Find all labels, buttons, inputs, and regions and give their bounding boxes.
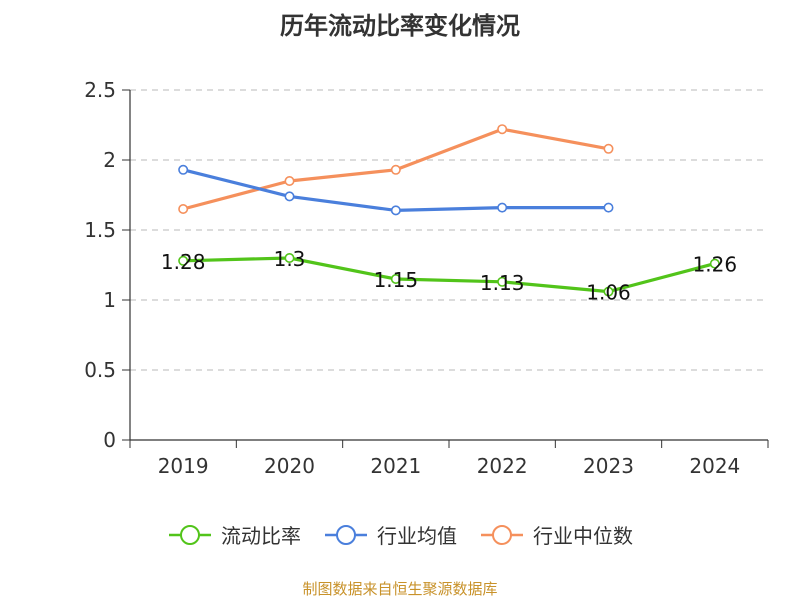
data-point [497, 276, 508, 287]
data-label: 1.3 [274, 247, 306, 271]
data-labels: 1.28 1.3 1.15 1.13 1.06 1.26 [161, 247, 737, 305]
series-lines [178, 124, 720, 297]
data-label: 1.06 [586, 281, 631, 305]
data-point [390, 273, 401, 284]
x-tick-label: 2024 [689, 454, 740, 478]
legend-marker-icon [169, 524, 211, 545]
data-label: 1.26 [693, 253, 738, 277]
series-line [183, 256, 716, 294]
y-tick-label: 1 [103, 288, 116, 312]
legend-item[interactable]: 流动比率 [167, 520, 301, 549]
legend: 流动比率 行业均值 行业中位数 [0, 520, 800, 549]
x-tick-label: 2023 [583, 454, 634, 478]
legend-item[interactable]: 行业中位数 [479, 520, 633, 549]
data-point [603, 202, 614, 213]
legend-label: 行业中位数 [533, 524, 633, 548]
data-point [603, 286, 614, 297]
legend-item[interactable]: 行业均值 [323, 520, 457, 549]
data-label: 1.13 [480, 271, 525, 295]
axes: 0 0.5 1 1.5 2 2.5 2019 2020 2021 2022 2023 2024 [84, 78, 769, 478]
y-tick-label: 0.5 [84, 358, 116, 382]
y-tick-label: 2.5 [84, 78, 116, 102]
data-point [284, 191, 295, 202]
y-tick-label: 1.5 [84, 218, 116, 242]
data-label: 1.28 [161, 250, 206, 274]
data-point [497, 124, 508, 135]
data-point [178, 204, 189, 215]
chart-title: 历年流动比率变化情况 [280, 12, 520, 40]
data-point [709, 258, 720, 269]
legend-label: 流动比率 [221, 524, 301, 548]
data-source-note: 制图数据来自恒生聚源数据库 [302, 580, 498, 598]
x-tick-label: 2020 [264, 454, 315, 478]
grid-lines [130, 89, 768, 371]
data-point [178, 255, 189, 266]
data-point [603, 143, 614, 154]
legend-marker-icon [481, 524, 523, 545]
y-tick-label: 2 [103, 148, 116, 172]
series-line [182, 168, 609, 212]
x-tick-label: 2019 [158, 454, 209, 478]
x-tick-label: 2021 [370, 454, 421, 478]
data-point [284, 176, 295, 187]
data-point [390, 164, 401, 175]
data-point [178, 164, 189, 175]
data-label: 1.15 [374, 268, 419, 292]
legend-label: 行业均值 [377, 524, 457, 548]
y-tick-label: 0 [103, 428, 116, 452]
data-point [390, 205, 401, 216]
legend-marker-icon [325, 524, 367, 545]
data-point [497, 202, 508, 213]
data-point [284, 253, 295, 264]
x-tick-label: 2022 [477, 454, 528, 478]
